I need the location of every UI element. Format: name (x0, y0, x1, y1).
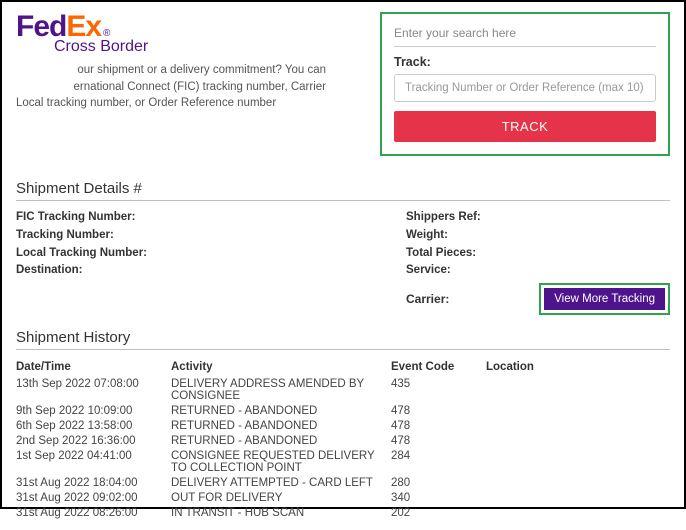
search-panel: Enter your search here Track: TRACK (380, 12, 670, 156)
col-header-activity: Activity (171, 358, 391, 376)
shipment-details-title: Shipment Details # (16, 180, 670, 197)
fedex-logo: FedEx® Cross Border (16, 12, 366, 56)
cell-event-code: 202 (391, 505, 486, 520)
logo-subtitle: Cross Border (54, 38, 148, 56)
cell-event-code: 280 (391, 475, 486, 490)
view-more-highlight: View More Tracking (539, 283, 670, 315)
cell-event-code: 284 (391, 448, 486, 475)
cell-datetime: 31st Aug 2022 09:02:00 (16, 490, 171, 505)
cell-activity: CONSIGNEE REQUESTED DELIVERY TO COLLECTI… (171, 448, 391, 475)
tracking-number-input[interactable] (394, 74, 656, 102)
cell-event-code: 340 (391, 490, 486, 505)
cell-activity: DELIVERY ADDRESS AMENDED BY CONSIGNEE (171, 376, 391, 403)
table-row: 1st Sep 2022 04:41:00CONSIGNEE REQUESTED… (16, 448, 670, 475)
service-label: Service: (406, 264, 451, 276)
cell-location (486, 433, 670, 448)
carrier-label: Carrier: (406, 292, 449, 306)
cell-event-code: 478 (391, 403, 486, 418)
cell-activity: RETURNED - ABANDONED (171, 418, 391, 433)
cell-location (486, 448, 670, 475)
cell-activity: RETURNED - ABANDONED (171, 403, 391, 418)
tracking-label: Tracking Number: (16, 229, 114, 241)
search-hint[interactable]: Enter your search here (394, 22, 656, 47)
cell-datetime: 31st Aug 2022 08:26:00 (16, 505, 171, 520)
cell-location (486, 490, 670, 505)
table-row: 31st Aug 2022 18:04:00DELIVERY ATTEMPTED… (16, 475, 670, 490)
shipment-history-table: Date/Time Activity Event Code Location 1… (16, 358, 670, 520)
cell-datetime: 13th Sep 2022 07:08:00 (16, 376, 171, 403)
cell-datetime: 1st Sep 2022 04:41:00 (16, 448, 171, 475)
cell-event-code: 478 (391, 418, 486, 433)
cell-event-code: 435 (391, 376, 486, 403)
table-row: 13th Sep 2022 07:08:00DELIVERY ADDRESS A… (16, 376, 670, 403)
table-row: 6th Sep 2022 13:58:00RETURNED - ABANDONE… (16, 418, 670, 433)
shippers-ref-label: Shippers Ref: (406, 211, 481, 223)
fic-tracking-label: FIC Tracking Number: (16, 211, 136, 223)
cell-datetime: 2nd Sep 2022 16:36:00 (16, 433, 171, 448)
cell-location (486, 403, 670, 418)
shipment-history-title: Shipment History (16, 329, 670, 346)
cell-event-code: 478 (391, 433, 486, 448)
weight-label: Weight: (406, 229, 448, 241)
cell-location (486, 376, 670, 403)
section-divider (16, 200, 670, 201)
intro-text: our shipment or a delivery commitment? Y… (16, 62, 366, 112)
cell-datetime: 6th Sep 2022 13:58:00 (16, 418, 171, 433)
cell-datetime: 9th Sep 2022 10:09:00 (16, 403, 171, 418)
cell-activity: DELIVERY ATTEMPTED - CARD LEFT (171, 475, 391, 490)
cell-activity: IN TRANSIT - HUB SCAN (171, 505, 391, 520)
table-row: 31st Aug 2022 09:02:00OUT FOR DELIVERY34… (16, 490, 670, 505)
intro-line-3: Local tracking number, or Order Referenc… (16, 95, 366, 112)
track-button[interactable]: TRACK (394, 111, 656, 142)
total-pieces-label: Total Pieces: (406, 247, 476, 259)
view-more-tracking-button[interactable]: View More Tracking (544, 288, 665, 310)
col-header-datetime: Date/Time (16, 358, 171, 376)
col-header-event-code: Event Code (391, 358, 486, 376)
track-label: Track: (394, 55, 656, 69)
intro-line-1: our shipment or a delivery commitment? Y… (16, 62, 366, 79)
cell-activity: OUT FOR DELIVERY (171, 490, 391, 505)
destination-label: Destination: (16, 264, 82, 276)
col-header-location: Location (486, 358, 670, 376)
cell-activity: RETURNED - ABANDONED (171, 433, 391, 448)
section-divider (16, 349, 670, 350)
table-row: 2nd Sep 2022 16:36:00RETURNED - ABANDONE… (16, 433, 670, 448)
table-row: 9th Sep 2022 10:09:00RETURNED - ABANDONE… (16, 403, 670, 418)
local-tracking-label: Local Tracking Number: (16, 247, 147, 259)
intro-line-2: ernational Connect (FIC) tracking number… (16, 79, 366, 96)
cell-location (486, 505, 670, 520)
cell-location (486, 418, 670, 433)
table-row: 31st Aug 2022 08:26:00IN TRANSIT - HUB S… (16, 505, 670, 520)
cell-location (486, 475, 670, 490)
cell-datetime: 31st Aug 2022 18:04:00 (16, 475, 171, 490)
